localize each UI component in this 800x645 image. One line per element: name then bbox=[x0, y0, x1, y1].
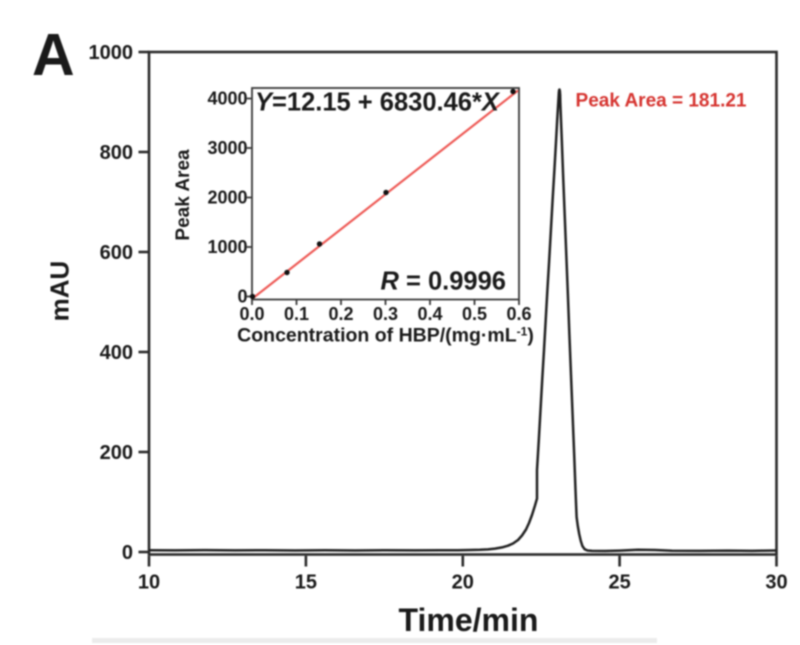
svg-text:600: 600 bbox=[100, 242, 133, 264]
svg-text:mAU: mAU bbox=[45, 261, 75, 322]
svg-text:1000: 1000 bbox=[89, 42, 134, 64]
svg-text:R = 0.9996: R = 0.9996 bbox=[381, 268, 506, 296]
svg-text:0.3: 0.3 bbox=[373, 304, 398, 324]
svg-text:Time/min: Time/min bbox=[399, 602, 539, 638]
svg-text:0: 0 bbox=[122, 542, 133, 564]
svg-text:A: A bbox=[32, 22, 75, 88]
svg-text:Y=12.15 + 6830.46*X: Y=12.15 + 6830.46*X bbox=[255, 89, 501, 117]
svg-text:1000: 1000 bbox=[207, 237, 247, 257]
svg-text:Concentration of HBP/(mg·mL-1): Concentration of HBP/(mg·mL-1) bbox=[237, 325, 534, 347]
svg-text:3000: 3000 bbox=[207, 138, 247, 158]
svg-text:400: 400 bbox=[100, 342, 133, 364]
svg-text:Peak Area: Peak Area bbox=[173, 149, 194, 241]
svg-text:0: 0 bbox=[237, 287, 247, 307]
svg-text:15: 15 bbox=[295, 572, 317, 594]
svg-text:Peak Area = 181.21: Peak Area = 181.21 bbox=[576, 91, 747, 112]
svg-text:30: 30 bbox=[765, 572, 787, 594]
svg-text:0.5: 0.5 bbox=[462, 304, 487, 324]
svg-text:800: 800 bbox=[100, 142, 133, 164]
svg-text:0.2: 0.2 bbox=[328, 304, 353, 324]
svg-text:2000: 2000 bbox=[207, 188, 247, 208]
svg-text:0.6: 0.6 bbox=[506, 304, 531, 324]
svg-text:20: 20 bbox=[452, 572, 474, 594]
svg-text:4000: 4000 bbox=[207, 89, 247, 109]
svg-text:0.4: 0.4 bbox=[417, 304, 442, 324]
svg-text:0.1: 0.1 bbox=[284, 304, 309, 324]
svg-text:25: 25 bbox=[608, 572, 630, 594]
svg-text:200: 200 bbox=[100, 442, 133, 464]
svg-text:0.0: 0.0 bbox=[239, 304, 264, 324]
svg-text:10: 10 bbox=[138, 572, 160, 594]
